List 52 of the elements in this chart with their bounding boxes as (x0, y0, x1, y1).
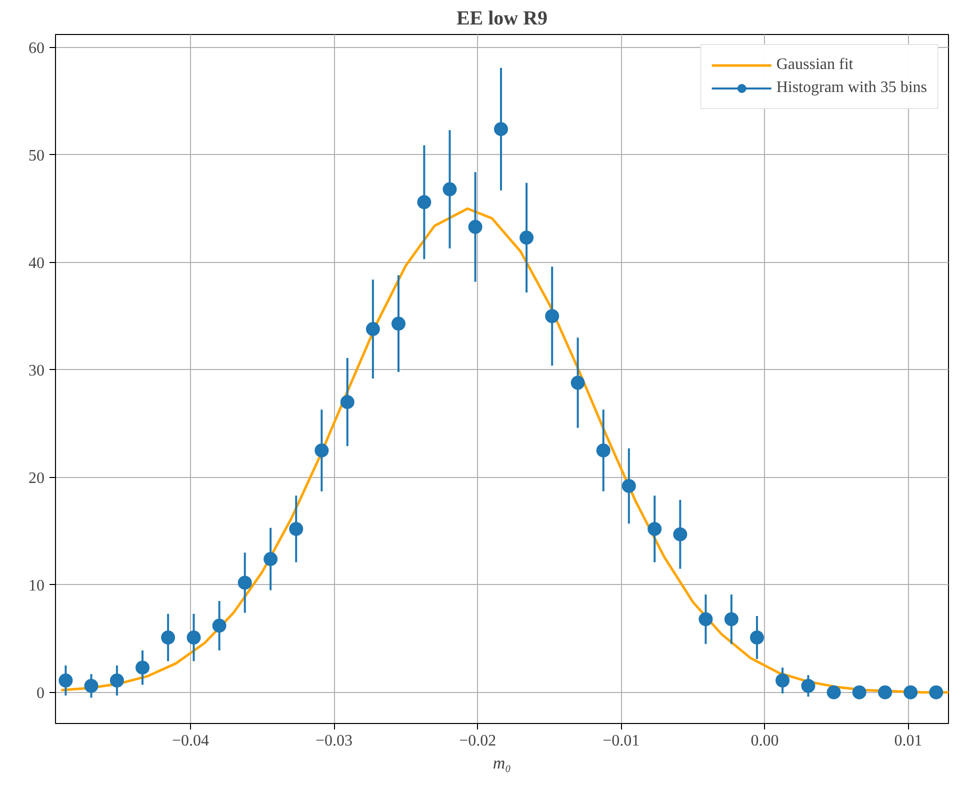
point (520, 230, 534, 245)
y-tick-label: 40 (28, 254, 44, 272)
x-tick-label: −0.01 (602, 732, 640, 750)
x-tick-label: −0.04 (172, 732, 209, 750)
legend-label: Histogram with 35 bins (776, 79, 927, 97)
point (58, 674, 73, 688)
chart-title: EE low R9 (456, 8, 548, 30)
point (648, 522, 662, 536)
point (698, 612, 713, 626)
x-tick-label: 0.01 (894, 732, 922, 750)
point (289, 522, 304, 536)
point (776, 674, 790, 688)
point (391, 316, 406, 331)
point (468, 220, 482, 234)
y-tick-label: 50 (28, 147, 44, 164)
x-axis-title: m₀ (492, 754, 512, 772)
point (801, 678, 816, 693)
point (545, 309, 560, 324)
x-tick-label: 0.00 (750, 732, 779, 750)
point (238, 576, 252, 590)
point (366, 322, 380, 336)
point (622, 478, 636, 493)
y-tick-label: 20 (28, 470, 44, 487)
y-tick-label: 10 (28, 577, 44, 594)
point (264, 552, 278, 566)
point (161, 630, 176, 644)
y-tick-label: 30 (28, 362, 44, 380)
legend-label: Gaussian fit (776, 56, 854, 74)
point (596, 443, 610, 458)
y-tick-label: 60 (28, 40, 44, 57)
point (84, 678, 98, 693)
point (212, 618, 226, 633)
point (417, 195, 432, 210)
x-tick-label: −0.03 (316, 732, 353, 750)
point (570, 376, 585, 390)
point (750, 630, 764, 644)
point (826, 685, 841, 700)
y-tick-label: 0 (36, 684, 44, 702)
point (852, 685, 866, 700)
point (340, 395, 354, 410)
point (186, 630, 201, 644)
point (724, 612, 738, 626)
point (904, 685, 918, 700)
point (673, 527, 688, 542)
x-tick-label: −0.02 (459, 732, 496, 750)
point (136, 660, 150, 675)
point (929, 685, 944, 700)
point (110, 674, 124, 688)
point (494, 122, 508, 136)
point (314, 443, 329, 458)
point (878, 685, 892, 700)
point (442, 182, 457, 196)
